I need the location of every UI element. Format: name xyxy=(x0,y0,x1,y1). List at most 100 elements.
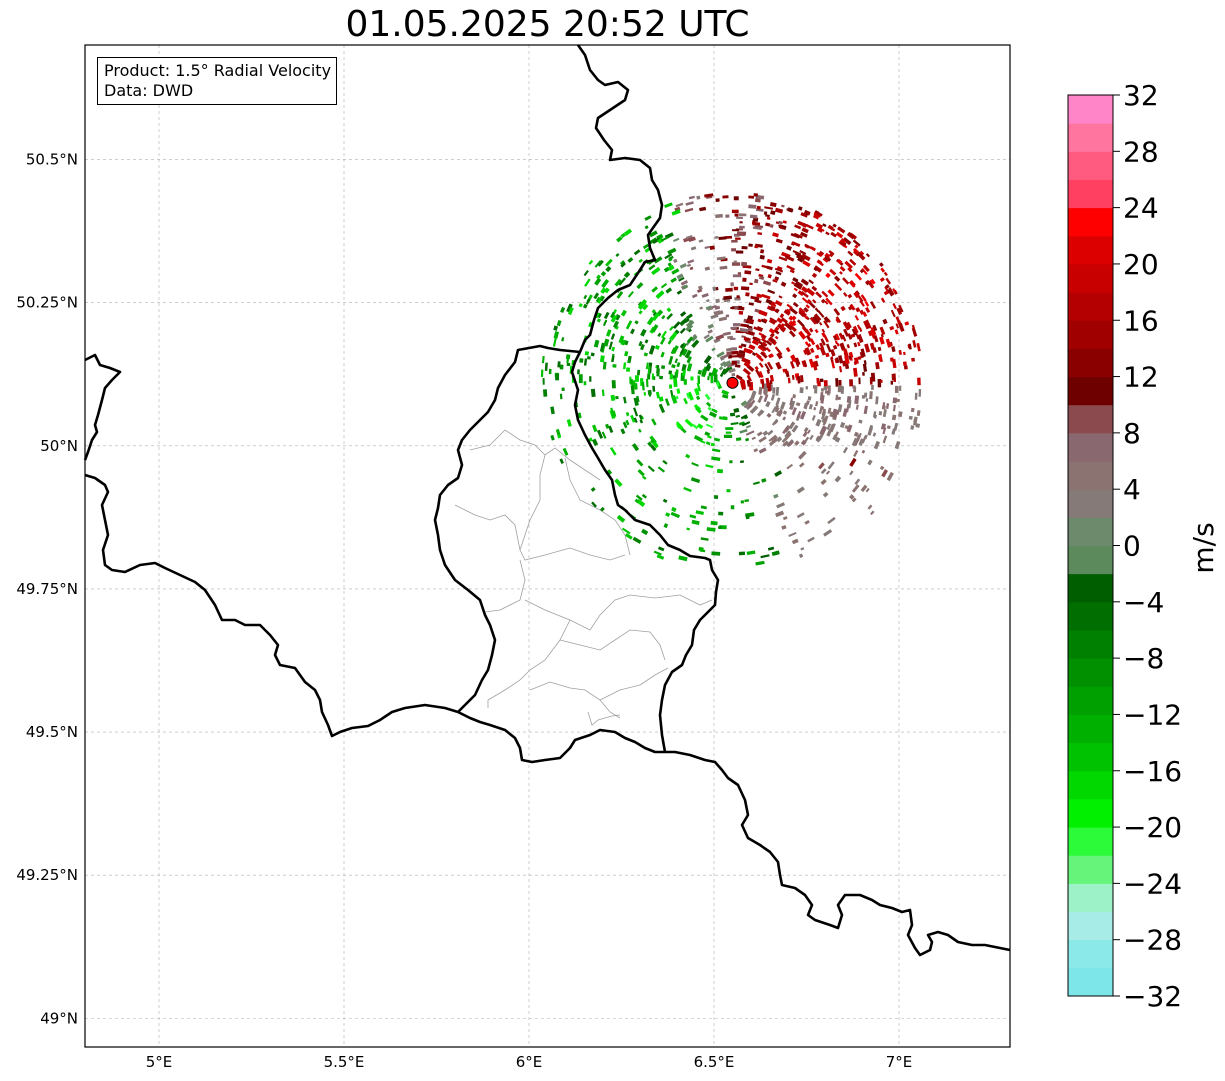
radar-pixel xyxy=(820,468,827,475)
radar-pixel xyxy=(812,385,817,389)
radar-pixel xyxy=(743,347,752,355)
radar-pixel xyxy=(653,550,662,556)
radar-pixel xyxy=(726,489,731,493)
radar-pixel xyxy=(606,329,612,337)
radar-pixel xyxy=(752,226,762,230)
radar-pixel xyxy=(668,255,674,260)
radar-pixel xyxy=(675,202,684,208)
radar-pixel xyxy=(660,336,666,345)
radar-pixel xyxy=(731,360,737,365)
radar-pixel xyxy=(585,298,591,305)
radar-pixel xyxy=(713,437,721,442)
radar-pixel xyxy=(801,227,809,234)
radar-pixel xyxy=(770,434,778,442)
radar-pixel xyxy=(567,307,574,316)
radar-pixel xyxy=(641,493,647,499)
radar-pixel xyxy=(916,343,921,352)
luxembourg-canton-borders xyxy=(454,429,713,726)
radar-pixel xyxy=(662,459,668,465)
radar-pixel xyxy=(668,370,673,375)
radar-pixel xyxy=(661,330,667,339)
radar-pixel xyxy=(730,326,737,330)
radar-pixel xyxy=(664,398,670,406)
colorbar-swatch xyxy=(1068,489,1113,518)
radar-pixel xyxy=(800,278,810,286)
radar-pixel xyxy=(774,308,780,314)
radar-pixel xyxy=(745,292,750,297)
radar-pixel xyxy=(712,448,721,453)
radar-pixel xyxy=(735,437,742,441)
radar-pixel xyxy=(853,357,859,365)
radar-pixel xyxy=(806,299,812,304)
radar-pixel xyxy=(792,293,798,299)
radar-pixel xyxy=(821,388,824,392)
radar-pixel xyxy=(774,300,783,307)
radar-pixel xyxy=(685,453,691,459)
colorbar-swatch xyxy=(1068,658,1113,687)
radar-pixel xyxy=(765,347,771,353)
radar-pixel xyxy=(870,372,876,382)
radar-pixel xyxy=(855,307,861,313)
radar-pixel xyxy=(772,279,778,283)
radar-pixel xyxy=(718,511,724,516)
radar-pixel xyxy=(796,486,805,494)
radar-pixel xyxy=(730,282,734,287)
radar-pixel xyxy=(670,395,678,404)
radar-pixel xyxy=(599,342,605,352)
radar-pixel xyxy=(600,295,605,302)
radar-pixel xyxy=(594,277,602,286)
colorbar-swatch xyxy=(1068,461,1113,490)
radar-pixel xyxy=(679,327,686,334)
radar-pixel xyxy=(791,375,795,380)
radar-pixel xyxy=(586,356,591,360)
radar-pixel xyxy=(751,352,757,357)
radar-pixel xyxy=(824,300,829,305)
radar-pixel xyxy=(728,368,736,374)
radar-pixel xyxy=(754,336,761,342)
radar-pixel xyxy=(610,333,616,340)
radar-pixel xyxy=(711,456,721,461)
radar-pixel xyxy=(750,295,760,301)
radar-pixel xyxy=(711,347,716,352)
latitude-tick-labels: 49°N 49.25°N 49.5°N 49.75°N 50°N 50.25°N 50.5°… xyxy=(16,151,78,1028)
radar-pixel xyxy=(747,315,754,321)
radar-pixel xyxy=(911,327,918,337)
radar-pixel xyxy=(715,213,723,219)
radar-pixel xyxy=(872,432,877,437)
radar-pixel xyxy=(735,237,741,240)
colorbar-swatch xyxy=(1068,827,1113,856)
radar-pixel xyxy=(593,339,600,348)
radar-pixel xyxy=(648,264,656,271)
radar-pixel xyxy=(679,263,687,269)
radar-pixel xyxy=(784,321,794,331)
radar-pixel xyxy=(782,516,788,521)
radar-pixel xyxy=(803,209,811,216)
radar-pixel xyxy=(840,240,847,247)
radar-pixel xyxy=(786,431,791,437)
radar-pixel xyxy=(917,377,921,386)
radar-pixel xyxy=(704,245,710,249)
radar-pixel xyxy=(894,385,899,393)
radar-pixel xyxy=(862,363,868,372)
colorbar-tick-label: −24 xyxy=(1123,867,1182,900)
radar-pixel xyxy=(610,407,615,416)
radar-pixel xyxy=(748,302,754,306)
radar-pixel xyxy=(736,295,740,299)
radar-pixel xyxy=(819,378,824,383)
radar-pixel xyxy=(740,323,749,328)
radar-pixel xyxy=(849,258,857,266)
radar-pixel xyxy=(787,377,791,384)
radar-pixel xyxy=(740,460,744,464)
colorbar-swatch xyxy=(1068,545,1113,575)
radar-pixel xyxy=(695,510,704,515)
chart-title: 01.05.2025 20:52 UTC xyxy=(345,4,750,45)
radar-pixel xyxy=(851,484,860,493)
radar-pixel xyxy=(716,351,725,358)
radar-pixel xyxy=(775,397,781,406)
radar-pixel xyxy=(656,368,660,377)
radar-pixel xyxy=(814,354,820,359)
radar-pixel xyxy=(707,435,712,439)
radar-pixel xyxy=(691,339,700,349)
radar-pixel xyxy=(714,305,721,310)
radar-pixel xyxy=(719,368,727,378)
